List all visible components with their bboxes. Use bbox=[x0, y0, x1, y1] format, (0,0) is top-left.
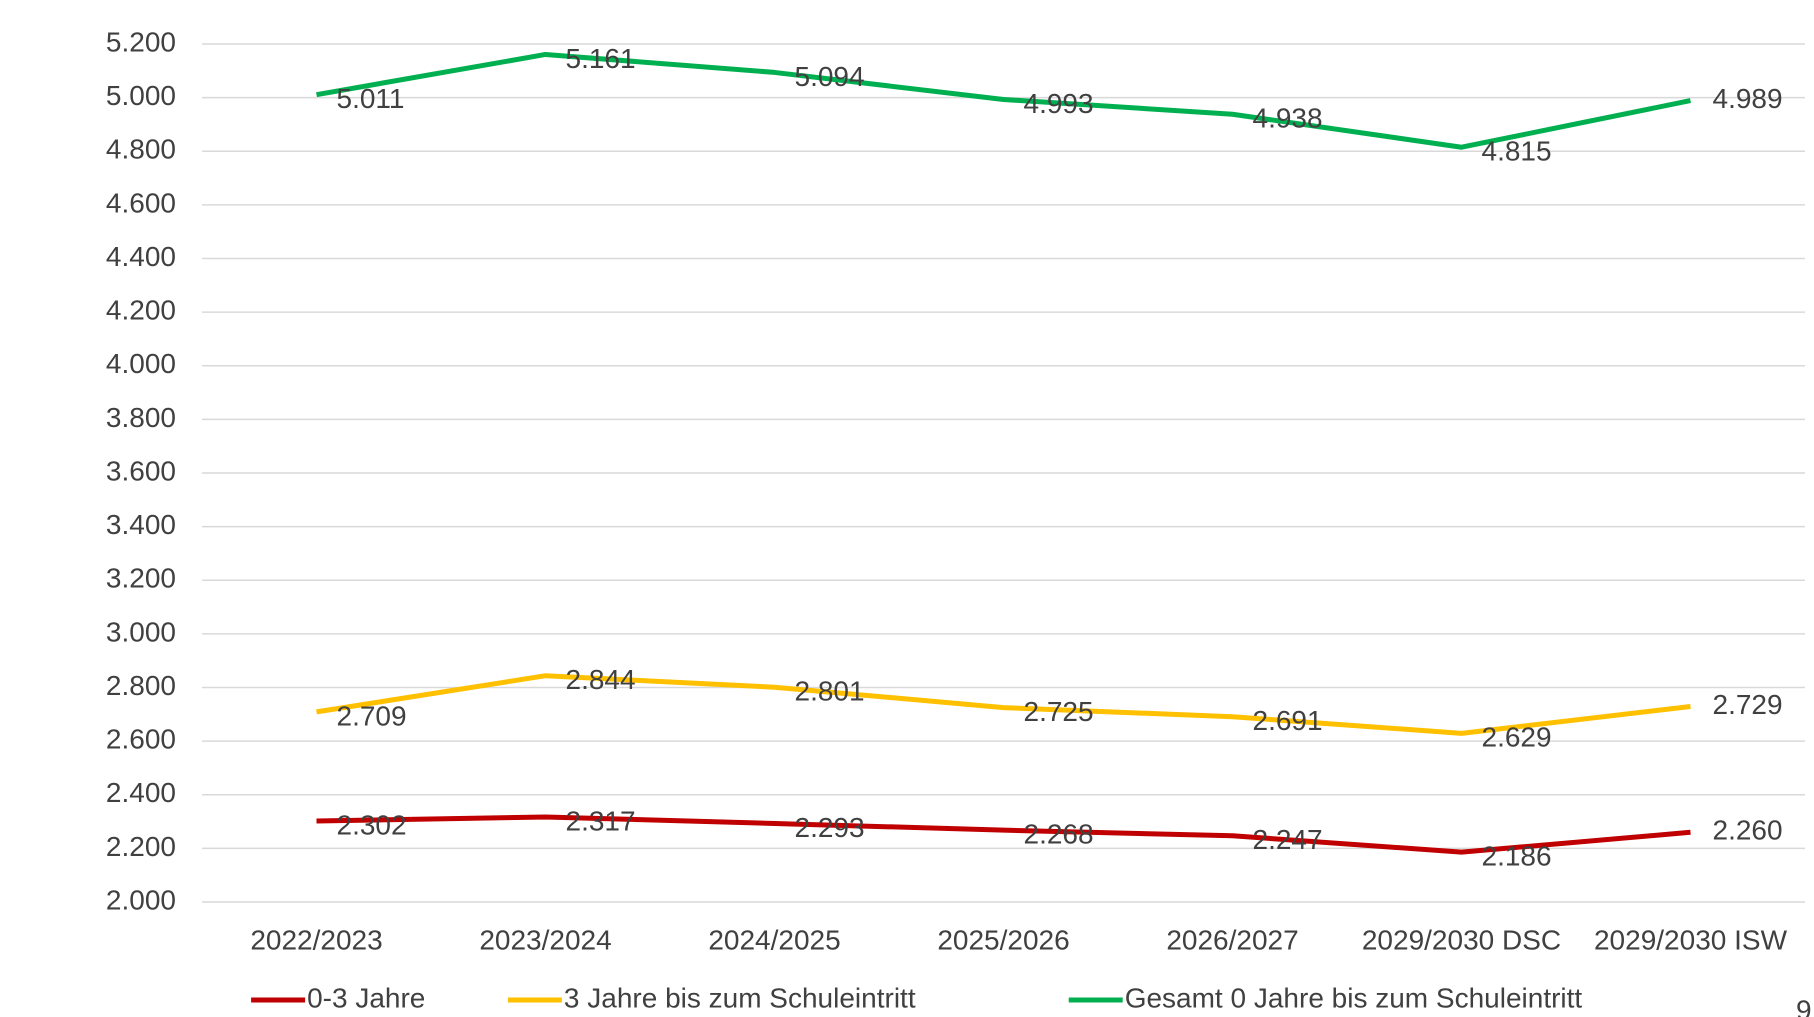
data-label: 2.691 bbox=[1253, 705, 1323, 736]
chart: 9 2.000 2.200 2.400 2.600 2.800 3.000 3.200 3.4… bbox=[0, 0, 1814, 1017]
data-label: 2.247 bbox=[1253, 824, 1323, 855]
y-tick-label: 5.200 bbox=[106, 26, 176, 57]
data-label: 2.629 bbox=[1482, 722, 1552, 753]
data-label: 2.709 bbox=[337, 700, 407, 731]
x-tick-label: 2022/2023 bbox=[250, 924, 382, 955]
page: {"chart_data": {"type": "line", "categor… bbox=[0, 0, 1814, 1017]
y-tick-label: 4.000 bbox=[106, 348, 176, 379]
series-line bbox=[317, 54, 1691, 147]
data-label: 2.302 bbox=[337, 809, 407, 840]
y-tick-label: 3.200 bbox=[106, 563, 176, 594]
x-tick-label: 2025/2026 bbox=[937, 924, 1069, 955]
data-label: 2.268 bbox=[1024, 819, 1094, 850]
data-label: 2.317 bbox=[566, 805, 636, 836]
y-tick-label: 3.400 bbox=[106, 509, 176, 540]
data-label: 2.260 bbox=[1713, 815, 1783, 846]
x-tick-label: 2023/2024 bbox=[479, 924, 611, 955]
y-tick-label: 2.200 bbox=[106, 831, 176, 862]
data-label: 2.725 bbox=[1024, 696, 1094, 727]
y-tick-label: 3.000 bbox=[106, 616, 176, 647]
x-tick-label: 2026/2027 bbox=[1166, 924, 1298, 955]
x-tick-label: 2029/2030 ISW bbox=[1594, 924, 1788, 955]
y-tick-label: 4.600 bbox=[106, 187, 176, 218]
y-tick-label: 2.000 bbox=[106, 884, 176, 915]
data-label: 4.993 bbox=[1024, 88, 1094, 119]
y-tick-label: 5.000 bbox=[106, 80, 176, 111]
y-tick-label: 2.800 bbox=[106, 670, 176, 701]
y-tick-label: 4.400 bbox=[106, 241, 176, 272]
legend-label: 3 Jahre bis zum Schuleintritt bbox=[564, 982, 916, 1013]
data-label: 2.801 bbox=[795, 676, 865, 707]
data-label: 2.729 bbox=[1713, 689, 1783, 720]
y-tick-label: 4.200 bbox=[106, 295, 176, 326]
x-tick-label: 2029/2030 DSC bbox=[1362, 924, 1561, 955]
x-tick-label: 2024/2025 bbox=[708, 924, 840, 955]
data-label: 5.161 bbox=[566, 43, 636, 74]
data-label: 2.293 bbox=[795, 812, 865, 843]
data-label: 4.938 bbox=[1253, 103, 1323, 134]
data-label: 4.989 bbox=[1713, 83, 1783, 114]
data-label: 2.844 bbox=[566, 664, 636, 695]
y-tick-label: 3.800 bbox=[106, 402, 176, 433]
y-tick-label: 3.600 bbox=[106, 455, 176, 486]
y-tick-label: 2.600 bbox=[106, 724, 176, 755]
legend-label: 0-3 Jahre bbox=[307, 982, 425, 1013]
y-tick-label: 2.400 bbox=[106, 777, 176, 808]
data-label: 5.094 bbox=[795, 61, 865, 92]
data-label: 5.011 bbox=[337, 83, 405, 114]
legend-label: Gesamt 0 Jahre bis zum Schuleintritt bbox=[1125, 982, 1583, 1013]
page-number: 9 bbox=[1796, 994, 1812, 1017]
data-label: 4.815 bbox=[1482, 136, 1552, 167]
y-tick-label: 4.800 bbox=[106, 134, 176, 165]
data-label: 2.186 bbox=[1482, 841, 1552, 872]
